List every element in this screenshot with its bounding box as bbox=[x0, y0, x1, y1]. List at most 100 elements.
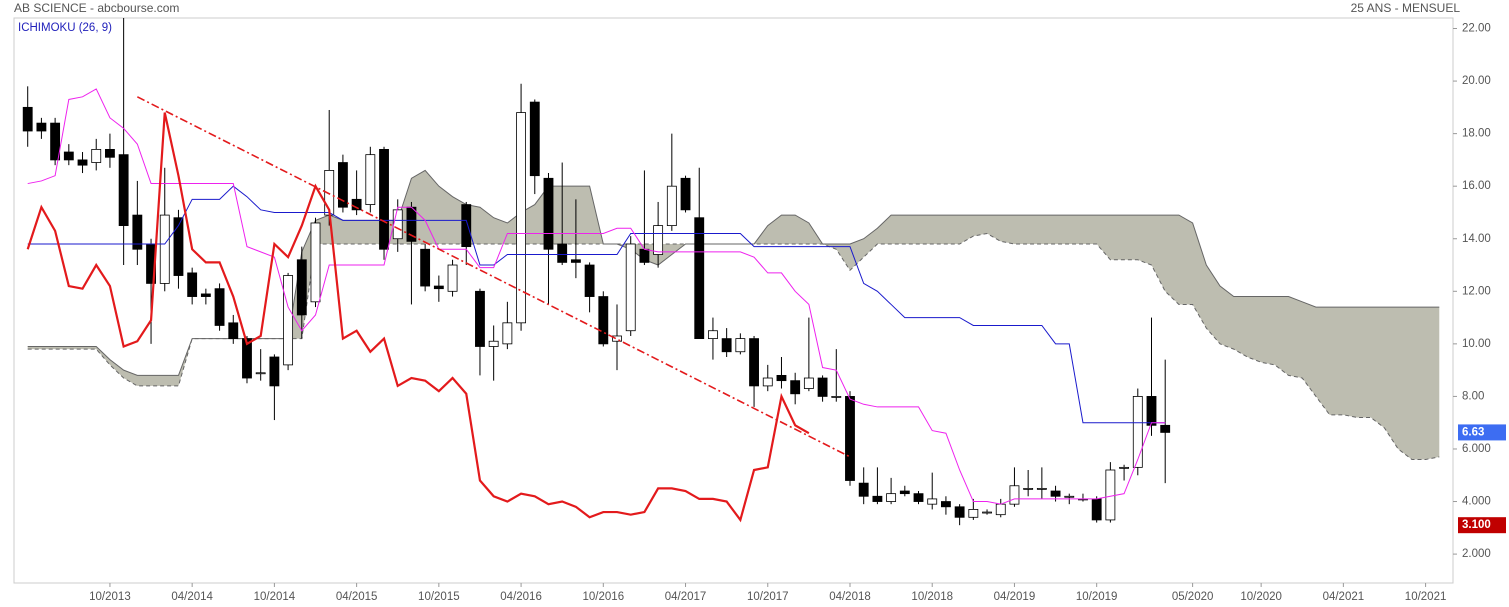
candle-body bbox=[63, 151, 74, 161]
candle-body bbox=[173, 217, 184, 276]
candle-body bbox=[584, 264, 595, 297]
x-tick-label: 04/2015 bbox=[336, 591, 378, 603]
candle-body bbox=[475, 290, 485, 347]
candle-body bbox=[735, 338, 746, 353]
candle-body bbox=[447, 264, 458, 292]
candle-body bbox=[529, 101, 540, 177]
y-tick-label: 8.00 bbox=[1462, 390, 1484, 402]
x-tick-label: 10/2016 bbox=[583, 591, 625, 603]
candle-body bbox=[105, 148, 115, 158]
x-tick-label: 10/2013 bbox=[89, 591, 131, 603]
candle-body bbox=[50, 122, 61, 161]
candle-body bbox=[968, 509, 979, 518]
candle-body bbox=[653, 225, 664, 255]
x-tick-label: 04/2021 bbox=[1323, 591, 1365, 603]
candle-body bbox=[1091, 498, 1102, 521]
candle-body bbox=[392, 209, 403, 240]
candle-body bbox=[776, 374, 787, 382]
candle-body bbox=[214, 288, 225, 326]
y-tick-label: 4.000 bbox=[1462, 496, 1491, 508]
candle-body bbox=[941, 501, 951, 508]
candle-body bbox=[91, 148, 102, 163]
candle-body bbox=[200, 293, 211, 297]
candle-body bbox=[570, 259, 581, 263]
candle-body bbox=[159, 214, 170, 284]
candle-body bbox=[721, 338, 732, 353]
candle-body bbox=[899, 490, 910, 495]
indicator-line bbox=[27, 185, 1166, 424]
candle-body bbox=[118, 154, 129, 227]
candle-body bbox=[790, 380, 801, 395]
x-tick-label: 04/2019 bbox=[994, 591, 1036, 603]
candle-body bbox=[1119, 466, 1130, 469]
y-tick-label: 12.00 bbox=[1462, 285, 1491, 297]
candle-body bbox=[1064, 495, 1075, 498]
x-tick-label: 05/2020 bbox=[1172, 591, 1214, 603]
candle-body bbox=[22, 106, 33, 132]
candle-body bbox=[242, 338, 252, 379]
x-tick-label: 10/2017 bbox=[747, 591, 789, 603]
candle-body bbox=[982, 511, 992, 514]
candle-body bbox=[420, 248, 431, 287]
y-tick-label: 14.00 bbox=[1462, 233, 1491, 245]
candle-body bbox=[269, 356, 280, 387]
candle-body bbox=[283, 275, 294, 366]
candle-body bbox=[461, 204, 472, 248]
candle-body bbox=[1050, 490, 1061, 497]
chart-title: AB SCIENCE - abcbourse.com bbox=[14, 1, 179, 15]
candle-body bbox=[680, 177, 691, 211]
candle-body bbox=[694, 217, 705, 340]
candle-body bbox=[1160, 424, 1171, 433]
candle-body bbox=[516, 112, 526, 324]
y-tick-label: 20.00 bbox=[1462, 75, 1491, 87]
candle-body bbox=[1146, 396, 1157, 426]
y-tick-label: 22.00 bbox=[1462, 23, 1491, 35]
x-tick-label: 04/2016 bbox=[500, 591, 542, 603]
candle-body bbox=[365, 154, 376, 205]
candle-body bbox=[1036, 487, 1047, 490]
y-tick-label: 10.00 bbox=[1462, 338, 1491, 350]
plot-frame bbox=[13, 17, 1454, 584]
candle-body bbox=[36, 122, 47, 132]
candle-body bbox=[858, 482, 869, 497]
price-label: 3.100 bbox=[1462, 519, 1491, 531]
candle-body bbox=[502, 322, 513, 345]
candle-body bbox=[310, 222, 321, 303]
candle-body bbox=[255, 372, 266, 375]
candle-body bbox=[886, 493, 897, 502]
candle-body bbox=[488, 340, 499, 347]
candle-body bbox=[749, 338, 759, 387]
indicator-line bbox=[26, 112, 810, 523]
candle-body bbox=[831, 396, 842, 398]
candle-body bbox=[954, 506, 965, 518]
y-tick-label: 16.00 bbox=[1462, 180, 1491, 192]
candle-body bbox=[625, 243, 636, 332]
indicator-line bbox=[27, 88, 1166, 505]
candle-body bbox=[187, 272, 198, 297]
candle-body bbox=[228, 322, 239, 340]
candle-body bbox=[708, 330, 718, 340]
x-tick-label: 10/2019 bbox=[1076, 591, 1118, 603]
candle-body bbox=[296, 259, 307, 316]
cloud-span-b bbox=[27, 232, 1440, 460]
candle-body bbox=[845, 396, 855, 481]
candle-body bbox=[1009, 485, 1020, 505]
x-tick-label: 10/2021 bbox=[1405, 591, 1447, 603]
candle-body bbox=[639, 248, 650, 263]
candle-body bbox=[1105, 469, 1116, 521]
x-tick-label: 10/2014 bbox=[254, 591, 296, 603]
candle-body bbox=[132, 214, 143, 250]
candle-body bbox=[1132, 396, 1143, 468]
price-label: 6.63 bbox=[1462, 426, 1484, 438]
candle-body bbox=[803, 377, 814, 389]
candle-body bbox=[77, 159, 88, 166]
candle-body bbox=[927, 498, 938, 505]
plot-area bbox=[22, 18, 1440, 526]
indicator-label: ICHIMOKU (26, 9) bbox=[18, 22, 112, 34]
x-tick-label: 10/2015 bbox=[418, 591, 460, 603]
candle-body bbox=[612, 335, 622, 342]
price-label-box bbox=[1458, 517, 1506, 534]
y-tick-label: 6.000 bbox=[1462, 443, 1491, 455]
candle-body bbox=[598, 296, 609, 345]
